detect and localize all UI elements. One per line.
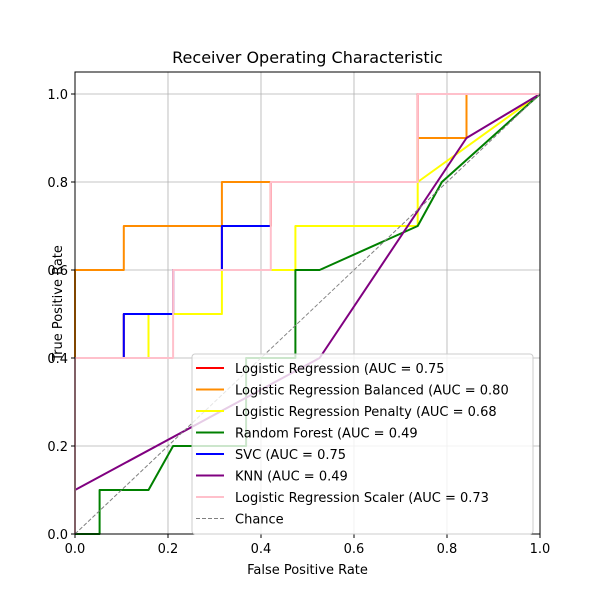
x-tick-label: 1.0 bbox=[530, 542, 551, 557]
legend-label-3: Random Forest (AUC = 0.49 bbox=[235, 427, 418, 442]
y-tick-label: 0.0 bbox=[47, 528, 68, 543]
series-line-6 bbox=[74, 93, 540, 534]
x-tick-label: 0.0 bbox=[65, 542, 86, 557]
legend-label-7: Chance bbox=[235, 513, 284, 528]
x-tick-label: 0.6 bbox=[344, 542, 365, 557]
series-line-7 bbox=[74, 93, 541, 535]
y-tick-label: 0.8 bbox=[47, 176, 68, 191]
chart-title: Receiver Operating Characteristic bbox=[172, 48, 443, 67]
series-line-1 bbox=[74, 93, 540, 534]
y-tick-label: 0.2 bbox=[47, 440, 68, 455]
legend-label-4: SVC (AUC = 0.75 bbox=[235, 448, 346, 463]
x-axis-label: False Positive Rate bbox=[247, 563, 368, 578]
x-tick-label: 0.8 bbox=[437, 542, 458, 557]
y-tick-label: 0.6 bbox=[47, 264, 68, 279]
x-tick-label: 0.2 bbox=[158, 542, 179, 557]
legend-box bbox=[191, 353, 534, 535]
y-tick-label: 1.0 bbox=[47, 88, 68, 103]
legend-label-2: Logistic Regression Penalty (AUC = 0.68 bbox=[235, 405, 497, 420]
y-tick-label: 0.4 bbox=[47, 352, 68, 367]
axis-ticks: 0.0 0.2 0.4 0.6 0.8 1.0 0.0 0.2 0.4 0.6 0.8 1.0 bbox=[47, 88, 550, 557]
legend-label-5: KNN (AUC = 0.49 bbox=[235, 470, 348, 485]
legend: Logistic Regression (AUC = 0.75 Logistic … bbox=[191, 353, 534, 535]
legend-label-6: Logistic Regression Scaler (AUC = 0.73 bbox=[235, 491, 489, 506]
x-tick-label: 0.4 bbox=[251, 542, 272, 557]
y-axis-label: True Positive Rate bbox=[51, 245, 66, 362]
series-lines bbox=[74, 93, 541, 535]
legend-label-1: Logistic Regression Balanced (AUC = 0.80 bbox=[235, 384, 509, 399]
legend-label-0: Logistic Regression (AUC = 0.75 bbox=[235, 362, 445, 377]
